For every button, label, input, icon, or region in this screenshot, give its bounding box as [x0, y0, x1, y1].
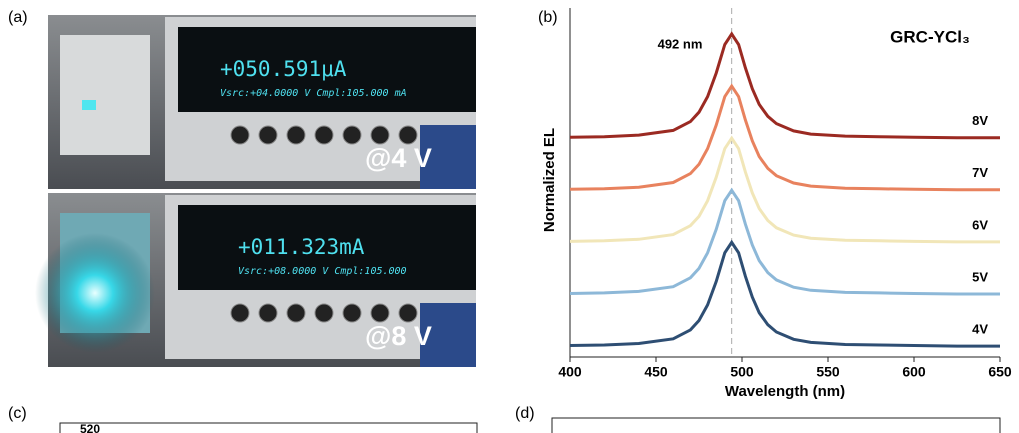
annotation: 492 nm — [658, 36, 703, 51]
meter-reading: +011.323mA — [238, 235, 365, 259]
meter-reading: +050.591μA — [220, 57, 347, 81]
panel-c-frame — [59, 422, 478, 433]
button — [370, 125, 390, 145]
glove — [420, 125, 476, 189]
glove — [420, 303, 476, 367]
panel-label: (a) — [8, 9, 28, 26]
meter-status: Vsrc:+08.0000 V Cmpl:105.000 — [238, 266, 407, 277]
display — [178, 27, 476, 112]
glow — [82, 100, 96, 110]
panel-label: (c) — [8, 405, 27, 422]
button — [398, 125, 418, 145]
glow — [35, 233, 155, 353]
button — [258, 303, 278, 323]
y-axis-label: Normalized EL — [541, 128, 558, 232]
display — [178, 205, 476, 290]
button — [230, 125, 250, 145]
series-label: 6V — [972, 217, 988, 232]
x-tick-label: 500 — [730, 364, 754, 380]
spectrum-line — [569, 187, 1000, 296]
panel-d-frame — [551, 417, 1001, 433]
spectrum-line — [569, 239, 1000, 348]
button — [286, 303, 306, 323]
spectrum-line — [569, 31, 1000, 140]
series-label: 7V — [972, 165, 988, 180]
button — [342, 303, 362, 323]
button — [230, 303, 250, 323]
x-tick-label: 600 — [902, 364, 926, 380]
spectrum-line — [569, 83, 1000, 192]
x-axis-label: Wavelength (nm) — [725, 383, 845, 400]
photo-caption: @8 V — [365, 321, 432, 351]
panel-label: (b) — [538, 9, 558, 26]
button — [258, 125, 278, 145]
meter-status: Vsrc:+04.0000 V Cmpl:105.000 mA — [220, 88, 407, 99]
panel-c-tick: 520 — [80, 422, 100, 433]
x-tick-label: 650 — [988, 364, 1012, 380]
x-tick-label: 550 — [816, 364, 840, 380]
button — [342, 125, 362, 145]
photo-caption: @4 V — [365, 143, 432, 173]
button — [398, 303, 418, 323]
button — [314, 303, 334, 323]
x-tick-label: 450 — [644, 364, 668, 380]
series-label: 4V — [972, 321, 988, 336]
series-label: 5V — [972, 269, 988, 284]
panel-label: (d) — [515, 405, 535, 422]
x-tick-label: 400 — [558, 364, 582, 380]
chart-title: GRC-YCl₃ — [890, 27, 970, 46]
device — [60, 35, 150, 155]
button — [314, 125, 334, 145]
series-label: 8V — [972, 113, 988, 128]
button — [286, 125, 306, 145]
spectrum-line — [569, 135, 1000, 244]
button — [370, 303, 390, 323]
